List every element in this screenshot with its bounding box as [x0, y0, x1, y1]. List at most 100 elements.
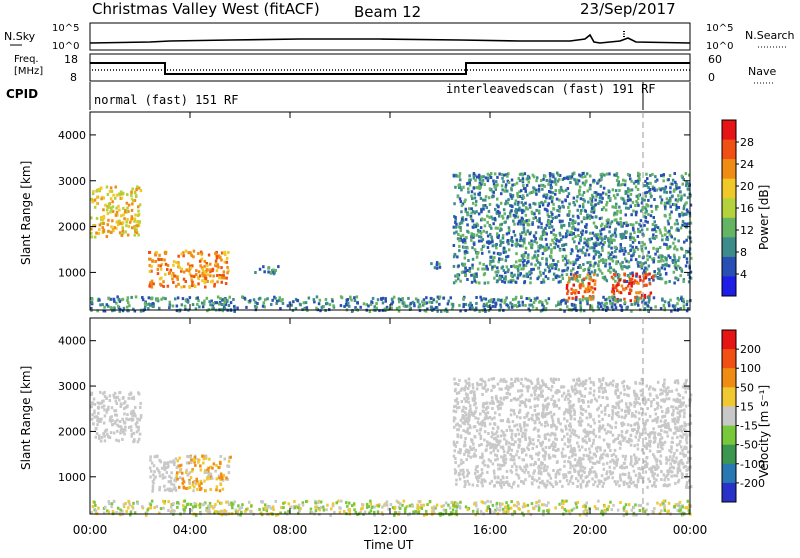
- velocity-cell: [576, 391, 579, 394]
- velocity-cell: [586, 417, 589, 420]
- velocity-cell: [182, 482, 185, 485]
- velocity-cell: [454, 417, 457, 420]
- velocity-cell: [518, 477, 521, 480]
- velocity-cell: [571, 431, 574, 434]
- velocity-cell: [530, 463, 533, 466]
- velocity-cell: [121, 418, 124, 421]
- velocity-cell: [153, 464, 156, 467]
- power-cell: [509, 215, 512, 218]
- power-cell: [525, 214, 528, 217]
- velocity-cell: [687, 387, 690, 390]
- power-cell: [582, 263, 585, 266]
- power-cell: [187, 251, 190, 254]
- power-cell: [638, 241, 641, 244]
- velocity-cell: [586, 484, 589, 487]
- power-cell: [551, 180, 554, 183]
- power-cell: [455, 226, 458, 229]
- power-cell: [612, 239, 615, 242]
- power-cell: [586, 300, 589, 303]
- velocity-cell: [110, 431, 113, 434]
- power-cell: [107, 205, 110, 208]
- power-cell: [223, 277, 226, 280]
- velocity-cell: [158, 471, 161, 474]
- velocity-cell: [557, 449, 560, 452]
- power-cell: [600, 305, 603, 308]
- velocity-cell: [624, 410, 627, 413]
- velocity-cell: [685, 446, 688, 449]
- velocity-cell: [503, 464, 506, 467]
- power-cell: [402, 302, 405, 305]
- velocity-cell: [553, 413, 556, 416]
- power-cell: [674, 259, 677, 262]
- velocity-cell: [489, 460, 492, 463]
- power-cell: [536, 219, 539, 222]
- power-cell: [620, 299, 623, 302]
- power-cell: [117, 305, 120, 308]
- velocity-cell: [200, 469, 203, 472]
- power-cell: [483, 218, 486, 221]
- power-cell: [198, 305, 201, 308]
- velocity-cell: [182, 478, 185, 481]
- velocity-cell: [133, 397, 136, 400]
- power-cell: [202, 268, 205, 271]
- power-cell: [645, 216, 648, 219]
- velocity-cell: [137, 391, 140, 394]
- power-cell: [671, 183, 674, 186]
- velocity-cell: [585, 441, 588, 444]
- power-cell: [610, 247, 613, 250]
- power-cell: [643, 184, 646, 187]
- power-cell: [629, 244, 632, 247]
- power-cell: [466, 278, 469, 281]
- velocity-cell: [513, 413, 516, 416]
- power-cell: [462, 186, 465, 189]
- power-cell: [504, 190, 507, 193]
- velocity-cell: [220, 455, 223, 458]
- power-cell: [538, 185, 541, 188]
- power-cell: [598, 268, 601, 271]
- power-cell: [625, 236, 628, 239]
- velocity-cell: [481, 393, 484, 396]
- velocity-cell: [596, 399, 599, 402]
- power-cell: [676, 248, 679, 251]
- power-cell: [98, 232, 101, 235]
- power-cell: [577, 266, 580, 269]
- power-cell: [232, 298, 235, 301]
- power-cell: [482, 238, 485, 241]
- velocity-cell: [611, 417, 614, 420]
- velocity-cell: [666, 431, 669, 434]
- velocity-cell: [673, 474, 676, 477]
- velocity-cell: [578, 398, 581, 401]
- power-cell: [204, 281, 207, 284]
- velocity-cell: [602, 463, 605, 466]
- velocity-cell: [570, 417, 573, 420]
- power-cell: [505, 259, 508, 262]
- power-cell: [460, 229, 463, 232]
- power-cell: [522, 224, 525, 227]
- power-cell: [544, 200, 547, 203]
- velocity-cell: [211, 467, 214, 470]
- power-cell: [503, 208, 506, 211]
- velocity-cell: [114, 392, 117, 395]
- power-cell: [541, 257, 544, 260]
- power-cell: [517, 273, 520, 276]
- velocity-cell: [675, 388, 678, 391]
- power-cell: [547, 183, 550, 186]
- velocity-cell: [623, 483, 626, 486]
- velocity-cell: [589, 416, 592, 419]
- noise-right-tick-top: 10^5: [706, 23, 733, 34]
- velocity-cell: [663, 430, 666, 433]
- power-cell: [651, 173, 654, 176]
- power-cell: [539, 262, 542, 265]
- velocity-cell: [508, 441, 511, 444]
- power-cell: [627, 187, 630, 190]
- velocity-cell: [664, 483, 667, 486]
- velocity-cell: [535, 386, 538, 389]
- power-cell: [664, 267, 667, 270]
- velocity-cell: [614, 426, 617, 429]
- power-cell: [241, 295, 244, 298]
- velocity-cell: [459, 451, 462, 454]
- velocity-cell: [136, 418, 139, 421]
- velocity-cell: [175, 475, 178, 478]
- velocity-cell: [625, 455, 628, 458]
- power-cell: [526, 261, 529, 264]
